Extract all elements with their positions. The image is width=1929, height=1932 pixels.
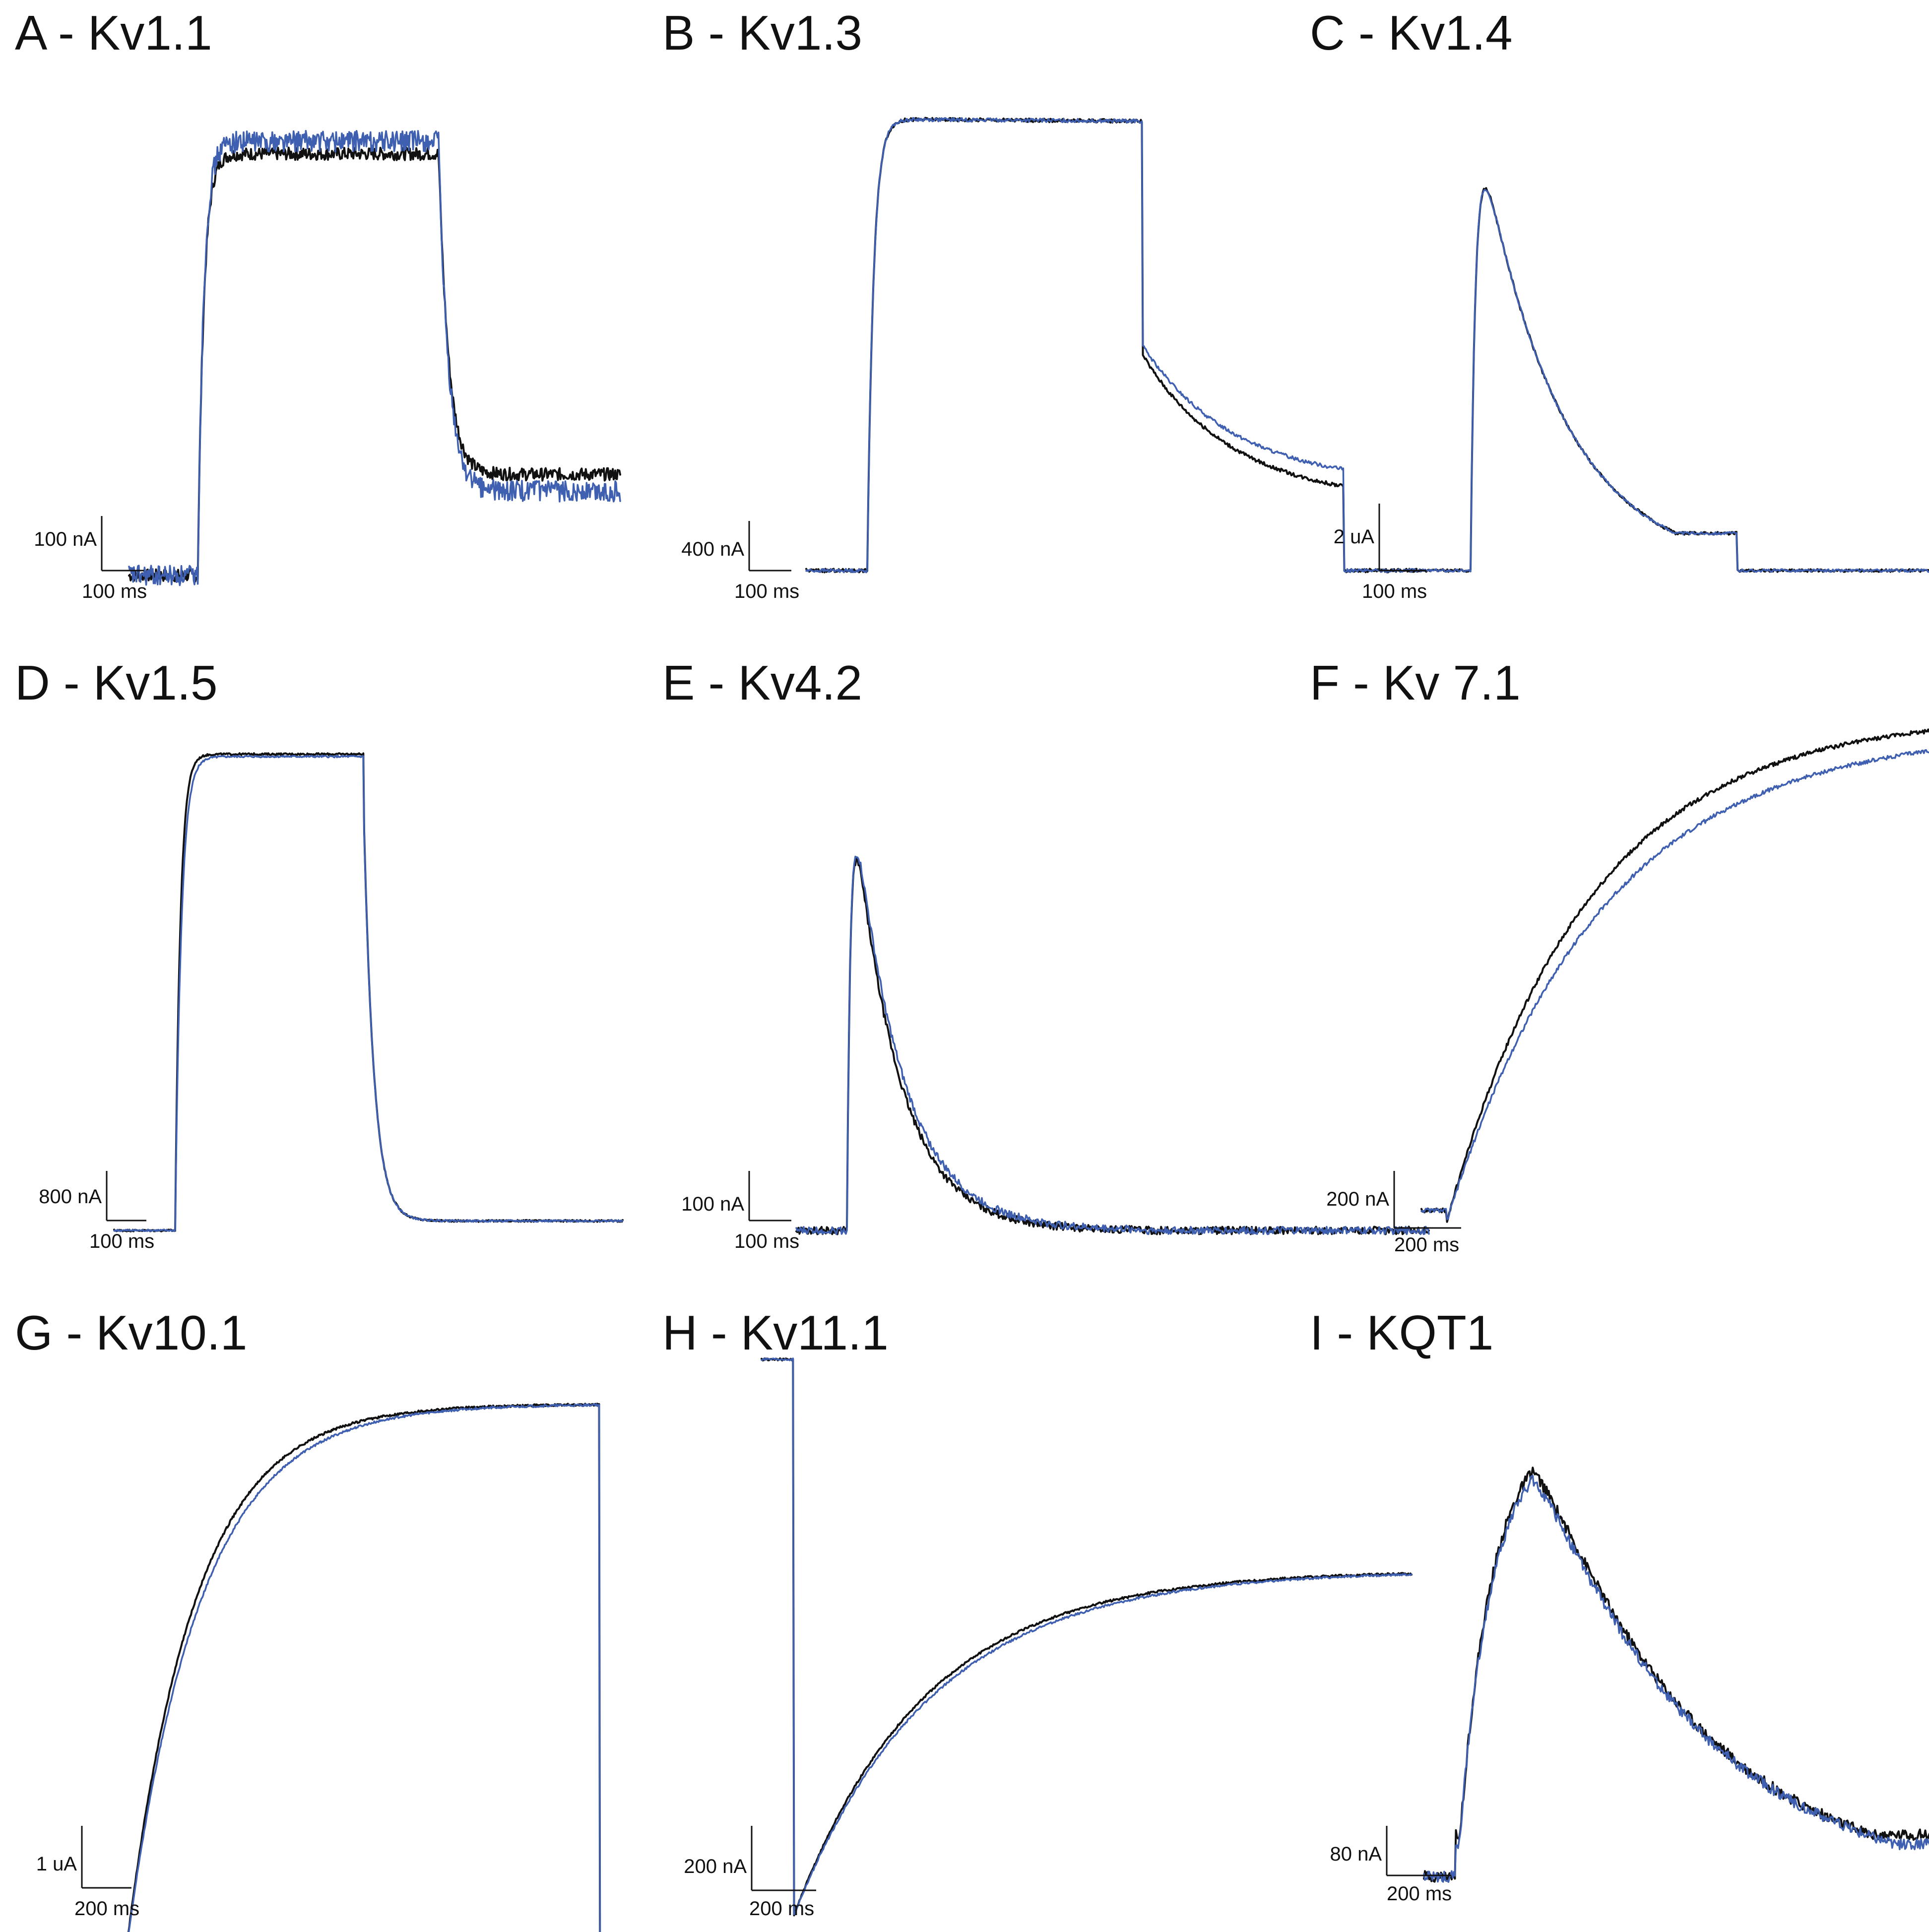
panel-h: H - Kv11.1 200 nA 200 ms bbox=[662, 1305, 1413, 1920]
traces-b bbox=[805, 117, 1417, 574]
trace-e-2 bbox=[795, 855, 1430, 1235]
traces-c bbox=[1403, 187, 1929, 573]
trace-f-2 bbox=[1420, 749, 1929, 1221]
scale-bar-d: 800 nA 100 ms bbox=[39, 1171, 154, 1252]
scale-bar-b: 400 nA 100 ms bbox=[681, 521, 799, 602]
scale-label-time-e: 100 ms bbox=[734, 1230, 799, 1252]
panel-g: G - Kv10.1 1 uA 200 ms bbox=[15, 1305, 601, 1932]
scale-bar-i: 80 nA 200 ms bbox=[1330, 1826, 1452, 1905]
panel-e: E - Kv4.2 100 nA 100 ms bbox=[662, 655, 1430, 1252]
traces-g bbox=[128, 1403, 601, 1932]
trace-i-1 bbox=[1423, 1467, 1929, 1883]
scale-label-time-a: 100 ms bbox=[82, 580, 147, 602]
scale-bar-g: 1 uA 200 ms bbox=[36, 1826, 139, 1920]
panel-title-e: E - Kv4.2 bbox=[662, 655, 862, 710]
traces-e bbox=[795, 855, 1430, 1235]
trace-a-1 bbox=[128, 146, 621, 583]
panel-d: D - Kv1.5 800 nA 100 ms bbox=[15, 655, 624, 1252]
scale-label-time-c: 100 ms bbox=[1362, 580, 1427, 602]
trace-b-2 bbox=[805, 117, 1417, 574]
scale-label-current-b: 400 nA bbox=[681, 538, 744, 560]
panel-title-f: F - Kv 7.1 bbox=[1310, 655, 1521, 710]
scale-bar-h: 200 nA 200 ms bbox=[684, 1826, 816, 1920]
panel-title-h: H - Kv11.1 bbox=[662, 1305, 889, 1360]
trace-h-2 bbox=[761, 1357, 1413, 1916]
traces-h bbox=[761, 1357, 1413, 1917]
trace-g-2 bbox=[128, 1403, 601, 1932]
scale-label-time-i: 200 ms bbox=[1387, 1883, 1452, 1905]
panel-b: B - Kv1.3 400 nA 100 ms bbox=[662, 5, 1417, 602]
scale-label-time-h: 200 ms bbox=[749, 1898, 814, 1920]
trace-g-1 bbox=[128, 1403, 601, 1932]
panel-title-g: G - Kv10.1 bbox=[15, 1305, 247, 1360]
trace-h-1 bbox=[761, 1357, 1413, 1917]
panel-c: C - Kv1.4 2 uA 100 ms bbox=[1310, 5, 1929, 602]
trace-d-1 bbox=[113, 752, 624, 1232]
scale-label-current-f: 200 nA bbox=[1326, 1188, 1389, 1210]
panel-title-i: I - KQT1 bbox=[1310, 1305, 1493, 1360]
scale-label-current-g: 1 uA bbox=[36, 1853, 77, 1875]
panel-f: F - Kv 7.1 200 nA 200 ms bbox=[1310, 655, 1929, 1256]
scale-label-current-i: 80 nA bbox=[1330, 1843, 1382, 1865]
scale-label-time-f: 200 ms bbox=[1394, 1234, 1459, 1256]
trace-c-1 bbox=[1403, 187, 1929, 573]
scale-label-time-b: 100 ms bbox=[734, 580, 799, 602]
scale-bar-f: 200 nA 200 ms bbox=[1326, 1171, 1461, 1256]
traces-a bbox=[128, 129, 621, 586]
panel-i: I - KQT1 80 nA 200 ms bbox=[1310, 1305, 1929, 1905]
scale-label-time-g: 200 ms bbox=[74, 1898, 139, 1920]
scale-label-current-e: 100 nA bbox=[681, 1193, 744, 1215]
panel-title-c: C - Kv1.4 bbox=[1310, 5, 1512, 60]
panel-title-b: B - Kv1.3 bbox=[662, 5, 862, 60]
scale-bar-e: 100 nA 100 ms bbox=[681, 1171, 799, 1252]
trace-f-1 bbox=[1420, 728, 1929, 1223]
trace-i-2 bbox=[1423, 1475, 1929, 1883]
scale-bar-c: 2 uA 100 ms bbox=[1334, 504, 1427, 602]
scale-label-current-a: 100 nA bbox=[34, 528, 97, 550]
scale-label-current-h: 200 nA bbox=[684, 1856, 747, 1877]
panel-title-a: A - Kv1.1 bbox=[15, 5, 212, 60]
panel-a: A - Kv1.1 100 nA 100 ms bbox=[15, 5, 621, 602]
trace-c-2 bbox=[1403, 189, 1929, 573]
traces-d bbox=[113, 752, 624, 1232]
scale-label-current-c: 2 uA bbox=[1334, 526, 1375, 548]
trace-a-2 bbox=[128, 129, 621, 586]
trace-e-1 bbox=[795, 856, 1430, 1235]
trace-d-2 bbox=[113, 755, 624, 1232]
panel-title-d: D - Kv1.5 bbox=[15, 655, 217, 710]
traces-i bbox=[1423, 1467, 1929, 1883]
trace-b-1 bbox=[805, 117, 1417, 574]
scale-label-current-d: 800 nA bbox=[39, 1186, 102, 1208]
scale-bar-a: 100 nA 100 ms bbox=[34, 516, 147, 602]
traces-f bbox=[1420, 728, 1929, 1223]
scale-label-time-d: 100 ms bbox=[89, 1230, 154, 1252]
